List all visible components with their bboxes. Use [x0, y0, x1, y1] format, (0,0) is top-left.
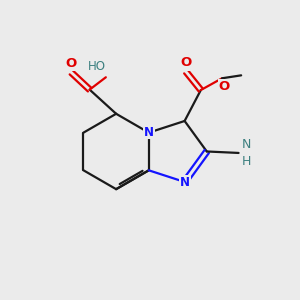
Text: N: N [180, 176, 190, 189]
Text: O: O [65, 57, 76, 70]
Text: O: O [219, 80, 230, 93]
Text: O: O [180, 56, 191, 70]
Text: N: N [242, 138, 251, 151]
Text: HO: HO [87, 61, 105, 74]
Text: H: H [242, 155, 251, 168]
Text: N: N [144, 125, 154, 139]
